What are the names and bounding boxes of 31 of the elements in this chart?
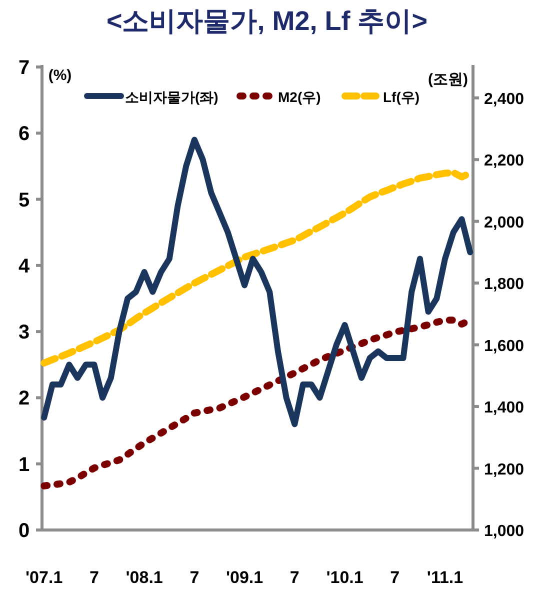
y-axis-title: (%) xyxy=(48,67,72,84)
y2-tick-label: 2,000 xyxy=(484,214,524,232)
y2-tick-label: 1,000 xyxy=(484,523,524,540)
y2-tick-label: 2,400 xyxy=(484,90,524,108)
legend-label: Lf(우) xyxy=(383,89,420,105)
y-tick-label: 5 xyxy=(18,189,30,212)
y-tick-label: 2 xyxy=(18,388,30,410)
y-tick-label: 0 xyxy=(18,520,30,542)
y-tick-label: 3 xyxy=(18,322,30,344)
x-tick-label: '09.1 xyxy=(226,568,264,587)
y2-axis-title: (조원) xyxy=(428,71,468,88)
y-tick-label: 1 xyxy=(18,454,30,476)
y2-tick-label: 1,400 xyxy=(484,400,524,417)
x-tick-label: 7 xyxy=(190,568,200,587)
y-tick-label: 6 xyxy=(18,123,30,146)
x-tick-label: 7 xyxy=(390,568,400,587)
legend-label: 소비자물가(좌) xyxy=(125,89,218,105)
y-tick-label: 4 xyxy=(18,255,30,278)
x-tick-label: '11.1 xyxy=(426,568,464,587)
y-tick-label: 7 xyxy=(18,57,30,79)
x-tick-label: '07.1 xyxy=(26,568,63,587)
legend-label: M2(우) xyxy=(278,89,321,105)
x-tick-label: '08.1 xyxy=(126,568,163,587)
y2-tick-label: 1,600 xyxy=(484,338,524,355)
x-tick-label: 7 xyxy=(89,568,99,587)
y2-tick-label: 1,200 xyxy=(484,461,524,478)
x-tick-label: 7 xyxy=(290,568,300,587)
y2-tick-label: 2,200 xyxy=(484,152,524,170)
chart-title: <소비자물가, M2, Lf 추이> xyxy=(106,6,428,36)
x-tick-label: '10.1 xyxy=(326,568,364,587)
y2-tick-label: 1,800 xyxy=(484,276,524,294)
